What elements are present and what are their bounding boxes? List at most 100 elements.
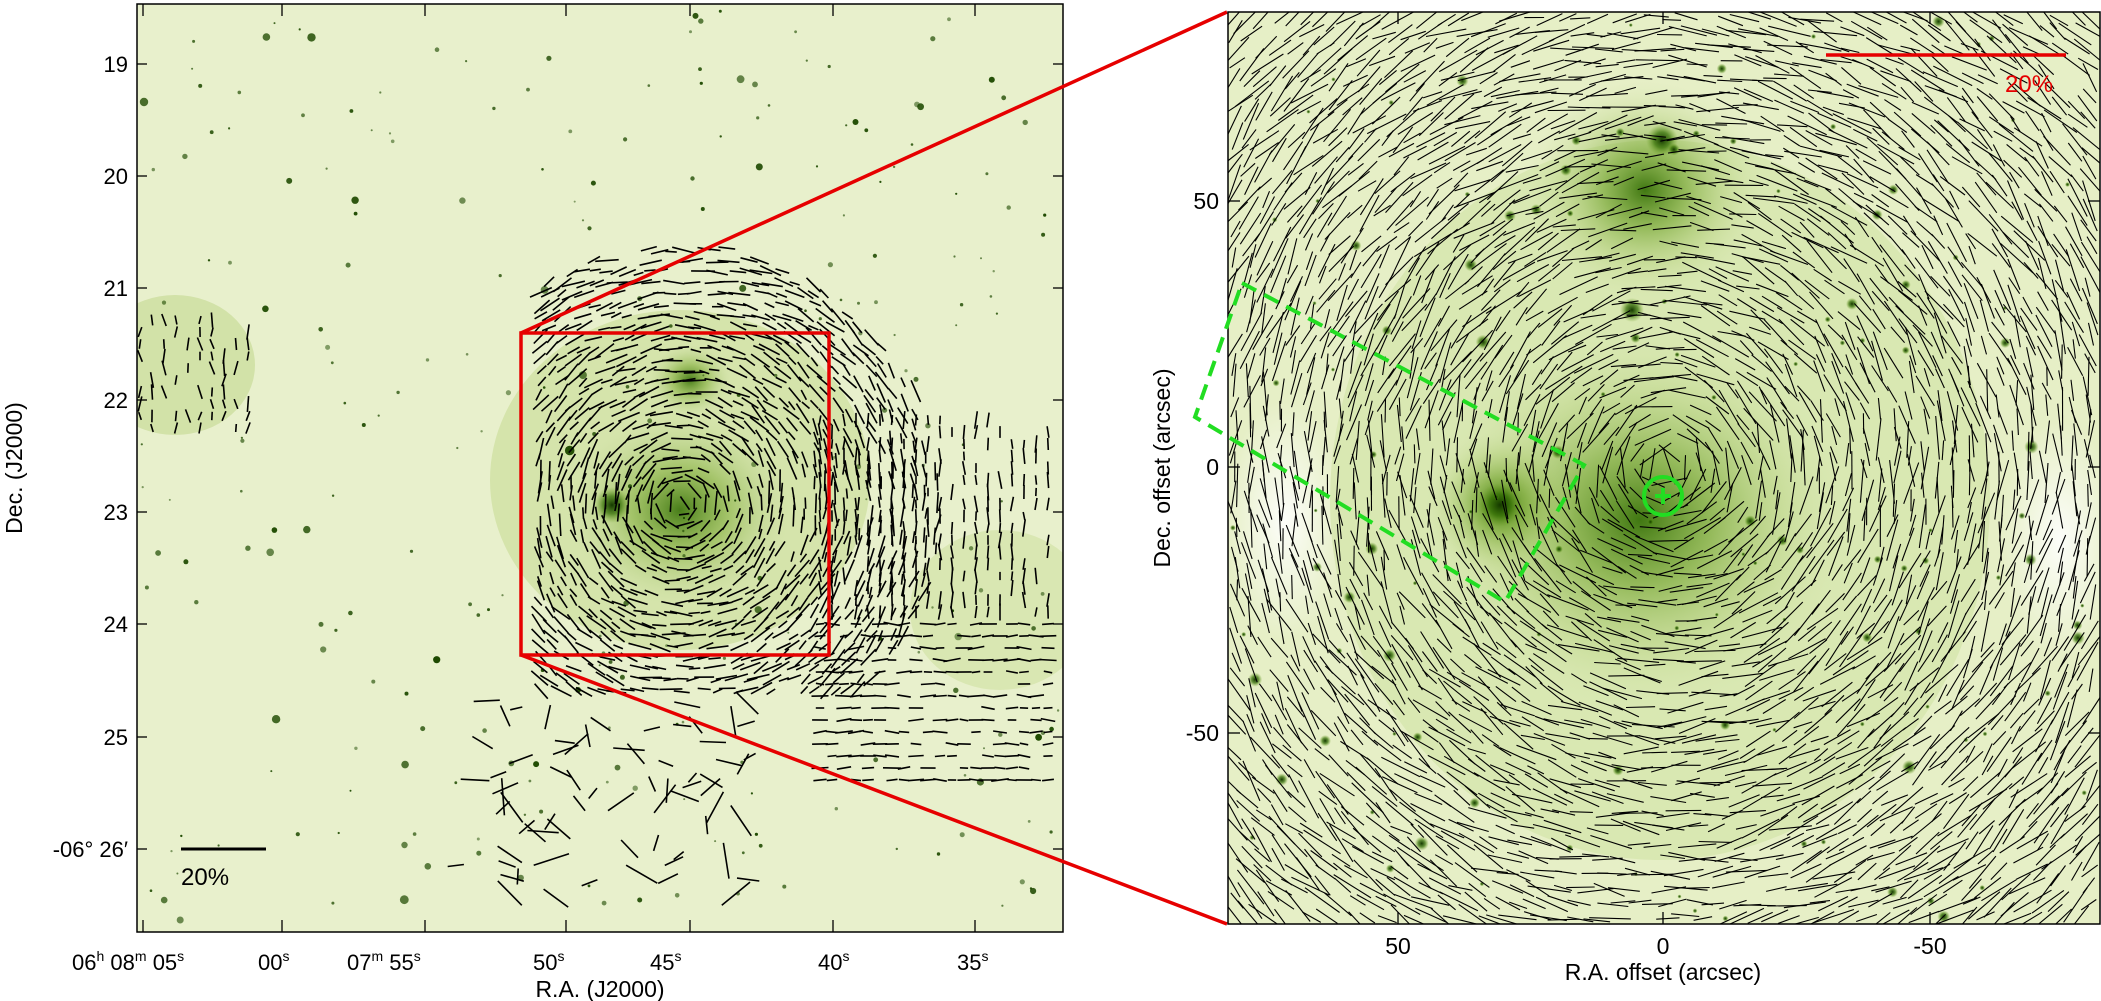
polarization-vector: [1793, 725, 1820, 746]
star: [307, 33, 316, 42]
polarization-vector: [1824, 653, 1847, 671]
polarization-vector: [1696, 582, 1730, 598]
polarization-vector: [1344, 693, 1371, 726]
polarization-vector: [162, 348, 166, 364]
polarization-vector: [660, 313, 684, 320]
polarization-vector: [2038, 64, 2055, 90]
polarization-vector: [1360, 347, 1378, 377]
star: [542, 386, 546, 389]
polarization-vector: [609, 420, 622, 433]
polarization-vector: [1503, 469, 1513, 492]
polarization-vector: [1946, 726, 1970, 749]
polarization-vector: [1725, 698, 1765, 716]
polarization-vector: [823, 658, 841, 662]
polarization-vector: [1795, 41, 1814, 54]
polarization-vector: [724, 673, 749, 682]
polarization-vector: [560, 576, 567, 587]
polarization-vector: [1580, 590, 1611, 611]
polarization-vector: [686, 411, 701, 418]
polarization-vector: [1784, 150, 1822, 158]
polarization-vector: [909, 658, 923, 662]
polarization-vector: [1510, 639, 1525, 655]
star: [739, 284, 747, 292]
polarization-vector: [752, 606, 769, 619]
polarization-vector: [1717, 79, 1743, 83]
polarization-vector: [879, 404, 884, 422]
polarization-vector: [1731, 591, 1756, 615]
polarization-vector: [1358, 160, 1378, 180]
polarization-vector: [714, 491, 718, 515]
polarization-vector: [137, 411, 143, 421]
polarization-vector: [619, 618, 636, 631]
polarization-vector: [1574, 790, 1611, 802]
polarization-vector: [1967, 380, 1978, 403]
polarization-vector: [813, 778, 827, 782]
star: [1922, 557, 1930, 565]
polarization-vector: [1376, 236, 1398, 253]
polarization-vector: [1879, 753, 1906, 779]
polarization-vector: [784, 300, 803, 311]
polarization-vector: [137, 385, 143, 399]
polarization-vector: [1496, 701, 1512, 717]
polarization-vector: [1568, 83, 1596, 97]
polarization-vector: [714, 619, 737, 627]
polarization-vector: [1654, 192, 1691, 203]
polarization-vector: [1496, 605, 1518, 626]
polarization-vector: [1933, 700, 1952, 714]
polarization-vector: [934, 542, 938, 555]
polarization-vector: [1888, 235, 1906, 255]
polarization-vector: [1875, 743, 1909, 761]
polarization-vector: [569, 553, 579, 566]
polarization-vector: [625, 864, 658, 884]
polarization-vector: [1499, 747, 1536, 765]
polarization-vector: [1384, 278, 1412, 303]
polarization-vector: [659, 688, 683, 691]
polarization-vector: [1704, 441, 1720, 464]
polarization-vector: [1602, 566, 1623, 574]
polarization-vector: [1359, 753, 1381, 778]
polarization-vector: [1456, 374, 1461, 418]
polarization-vector: [902, 411, 906, 429]
polarization-vector: [1290, 276, 1303, 302]
polarization-vector: [1743, 744, 1775, 764]
polarization-vector: [1514, 597, 1530, 613]
polarization-vector: [833, 570, 839, 587]
polarization-vector: [1428, 184, 1460, 215]
polarization-vector: [1613, 374, 1640, 388]
polarization-vector: [1279, 400, 1281, 420]
polarization-vector: [1735, 566, 1750, 581]
polarization-vector: [1791, 555, 1816, 592]
polarization-vector: [1883, 652, 1902, 672]
polarization-vector: [1624, 732, 1660, 746]
polarization-vector: [651, 563, 668, 574]
star: [245, 545, 251, 551]
polarization-vector: [1043, 706, 1053, 710]
polarization-vector: [824, 496, 828, 510]
star: [1692, 908, 1698, 914]
polarization-vector: [1506, 605, 1536, 629]
polarization-vector: [1359, 14, 1381, 28]
polarization-vector: [1346, 652, 1365, 679]
polarization-vector: [1965, 338, 1973, 357]
polarization-vector: [1980, 642, 1995, 658]
polarization-vector: [1352, 467, 1355, 499]
polarization-vector: [685, 539, 706, 551]
polarization-vector: [1701, 673, 1729, 678]
polarization-vector: [1387, 345, 1412, 379]
polarization-vector: [1582, 853, 1610, 858]
polarization-vector: [1005, 706, 1019, 710]
star: [995, 312, 999, 315]
polarization-vector: [1978, 820, 1995, 835]
polarization-vector: [1019, 670, 1029, 674]
polarization-vector: [594, 506, 599, 521]
polarization-vector: [1245, 363, 1249, 398]
polarization-vector: [577, 352, 591, 366]
polarization-vector: [588, 346, 600, 355]
polarization-vector: [1610, 548, 1643, 565]
polarization-vector: [587, 662, 606, 676]
polarization-vector: [1477, 676, 1507, 710]
polarization-vector: [1698, 840, 1732, 843]
polarization-vector: [1780, 401, 1795, 420]
polarization-vector: [1845, 392, 1856, 420]
polarization-vector: [1475, 39, 1504, 56]
